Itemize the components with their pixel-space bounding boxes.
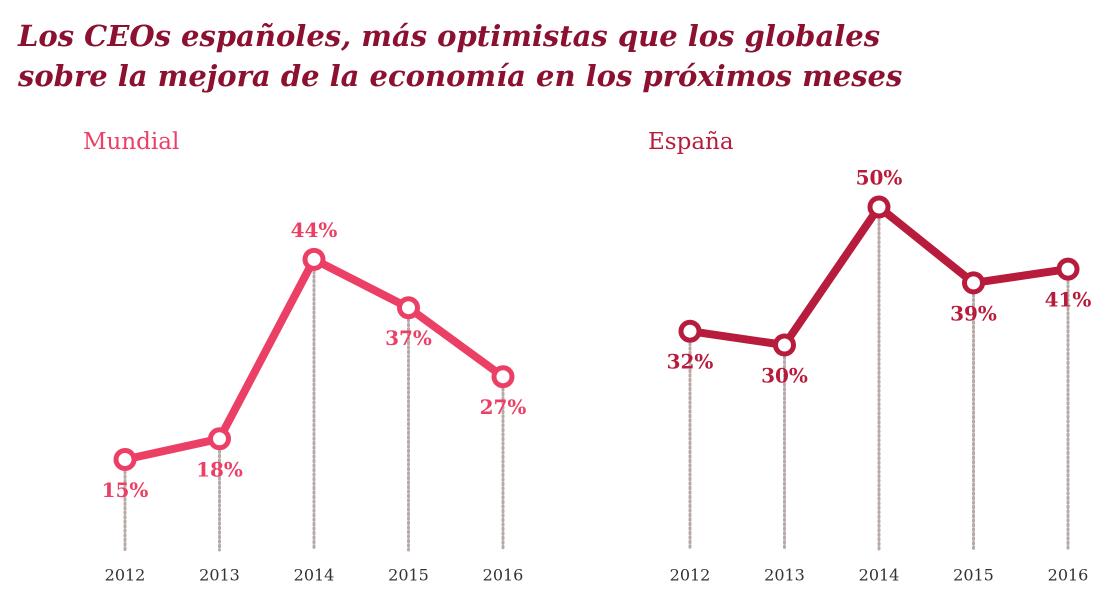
x-tick-label: 2012 — [670, 566, 711, 585]
x-tick-label: 2016 — [483, 566, 524, 585]
point — [208, 427, 231, 451]
chart-title: sobre la mejora de la economía en los pr… — [17, 59, 902, 93]
data-label: 18% — [196, 457, 243, 481]
point — [962, 271, 985, 295]
panel-title: España — [648, 129, 734, 155]
x-tick-label: 2015 — [388, 566, 429, 585]
panel-title: Mundial — [83, 129, 179, 155]
data-label: 39% — [950, 301, 997, 325]
point — [773, 333, 796, 357]
point — [678, 319, 702, 343]
x-tick-label: 2013 — [764, 566, 805, 585]
data-label: 37% — [385, 326, 432, 350]
x-tick-label: 2014 — [294, 566, 335, 585]
data-label: 32% — [667, 350, 714, 374]
point — [491, 365, 515, 389]
x-tick-label: 2013 — [199, 566, 240, 585]
data-label: 41% — [1045, 288, 1092, 312]
data-label: 27% — [480, 395, 527, 419]
data-label: 30% — [761, 364, 808, 388]
point — [1056, 257, 1080, 281]
x-tick-label: 2012 — [105, 566, 146, 585]
point — [867, 195, 891, 219]
point — [397, 296, 420, 320]
chart-title: Los CEOs españoles, más optimistas que l… — [17, 19, 880, 53]
x-tick-label: 2016 — [1048, 566, 1089, 585]
point — [113, 448, 137, 471]
x-tick-label: 2014 — [859, 566, 900, 585]
data-label: 15% — [102, 478, 149, 502]
point — [302, 247, 326, 271]
data-label: 44% — [291, 218, 338, 242]
data-label: 50% — [856, 166, 903, 190]
x-tick-label: 2015 — [953, 566, 994, 585]
